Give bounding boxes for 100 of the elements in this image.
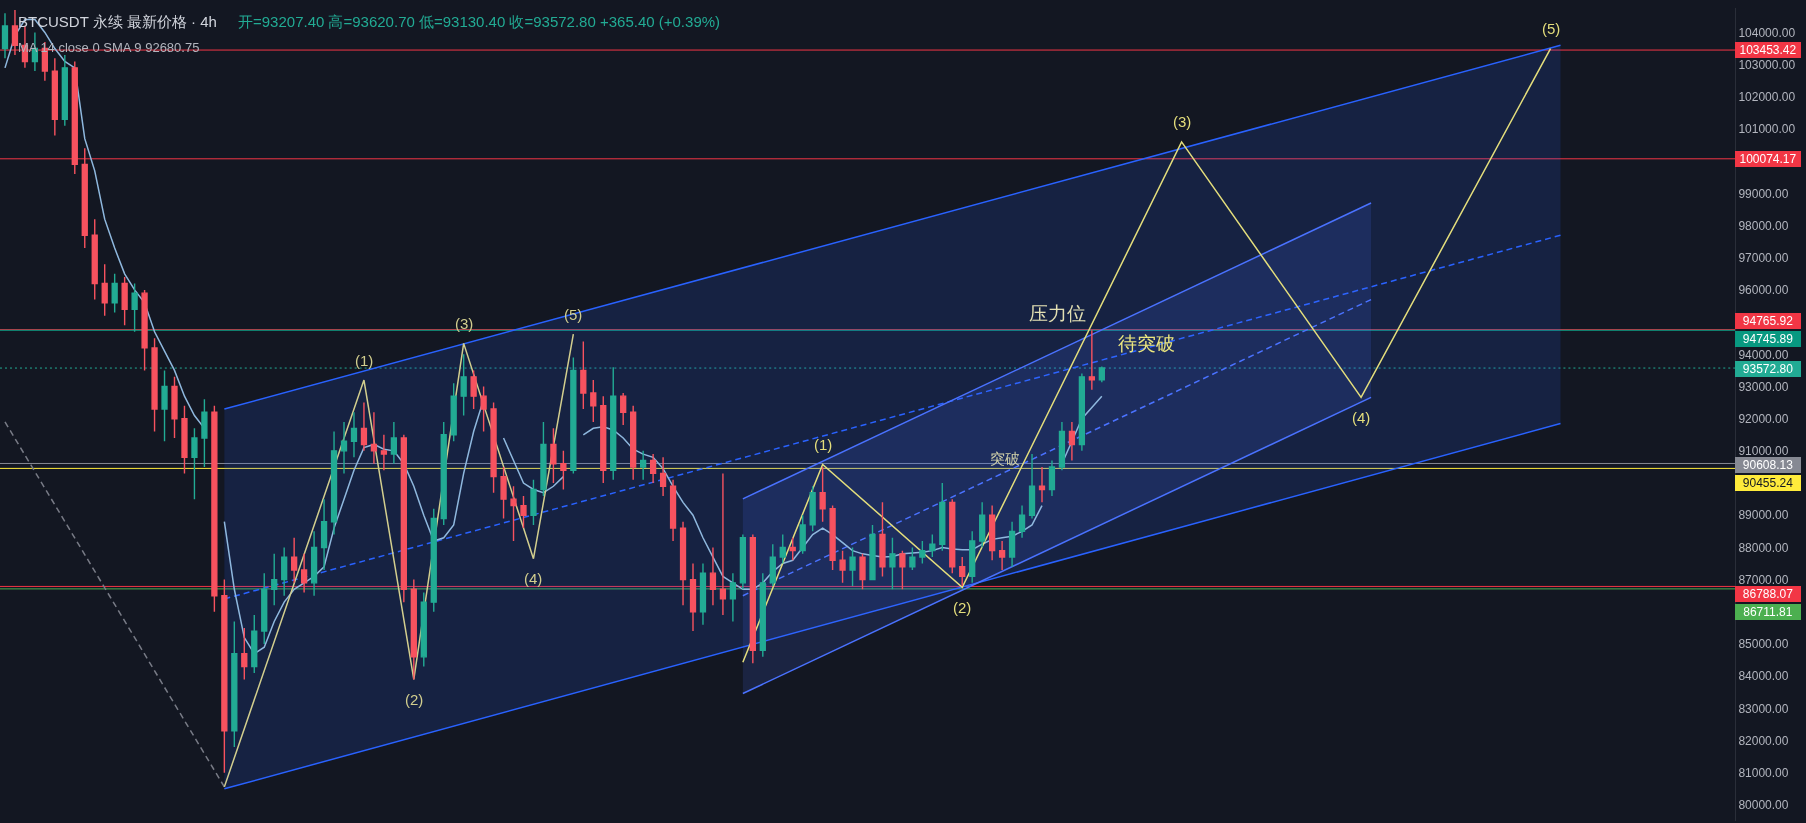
candlestick [350, 411, 358, 459]
annotation: (1) [355, 352, 374, 369]
candlestick [1038, 466, 1046, 504]
line-series [742, 47, 1552, 664]
annotation: (5) [1542, 20, 1561, 37]
annotation: (2) [953, 599, 972, 616]
candlestick [480, 385, 487, 433]
candlestick [340, 421, 348, 475]
y-tick-label: 102000.00 [1738, 90, 1796, 105]
candlestick [939, 482, 946, 552]
candlestick [181, 405, 188, 475]
ref-line-label: 94765.92 [1742, 314, 1794, 328]
candlestick [679, 520, 687, 607]
candlestick [300, 553, 308, 594]
ref-line-label: 90608.13 [1742, 458, 1794, 472]
y-tick-label: 81000.00 [1738, 765, 1789, 780]
candlestick [360, 401, 368, 452]
y-tick-label: 87000.00 [1738, 572, 1789, 587]
candlestick [759, 572, 766, 658]
candlestick [709, 546, 717, 607]
candlestick [131, 282, 138, 333]
candlestick [440, 421, 447, 526]
candlestick [659, 456, 667, 497]
candlestick [859, 553, 866, 590]
candlestick [291, 537, 298, 584]
chart-title: BTCUSDT 永续 最新价格 · 4h [18, 13, 217, 30]
chart-subtitle: 开=93207.40 高=93620.70 低=93130.40 收=93572.80 +365.40 (+0.39%) [238, 13, 721, 30]
candlestick [600, 395, 607, 484]
candlestick [1078, 372, 1086, 452]
ref-line-label: 103453.42 [1739, 43, 1797, 57]
candlestick [330, 430, 338, 536]
candlestick [699, 562, 707, 626]
y-tick-label: 101000.00 [1738, 122, 1796, 137]
candlestick [201, 398, 208, 468]
candlestick [1068, 421, 1076, 462]
candlestick [71, 60, 78, 175]
annotation: 待突破 [1118, 333, 1175, 354]
candlestick [1058, 421, 1066, 471]
candlestick [91, 218, 98, 301]
annotation: (4) [1352, 409, 1371, 426]
candlestick [11, 9, 19, 56]
candlestick [550, 427, 557, 484]
candlestick [390, 421, 398, 465]
candlestick [121, 276, 128, 327]
candlestick [171, 376, 178, 439]
y-tick-label: 99000.00 [1738, 186, 1789, 201]
candlestick [261, 572, 268, 645]
candlestick [979, 501, 986, 549]
ref-line-label: 93572.80 [1742, 362, 1794, 376]
candlestick [510, 485, 517, 542]
y-tick-label: 84000.00 [1738, 669, 1789, 684]
candlestick [929, 533, 936, 558]
candlestick [1008, 520, 1016, 568]
annotation: (1) [814, 436, 833, 453]
candlestick [430, 508, 437, 613]
candlestick [370, 411, 378, 465]
candlestick [799, 514, 806, 555]
candlestick [251, 614, 258, 674]
ref-line-label: 100074.17 [1739, 152, 1797, 166]
annotation: 压力位 [1029, 303, 1086, 324]
candlestick [310, 530, 318, 597]
annotation: 突破 [990, 450, 1020, 467]
candlestick [769, 543, 776, 587]
candlestick [81, 147, 88, 249]
y-tick-label: 91000.00 [1738, 444, 1789, 459]
candlestick [161, 369, 168, 442]
candlestick [141, 289, 148, 372]
candlestick [1088, 329, 1095, 391]
candlestick [530, 479, 537, 526]
candlestick [241, 627, 248, 681]
candlestick [191, 427, 198, 500]
candlestick [1, 12, 9, 59]
candlestick [829, 504, 836, 571]
candlestick [969, 530, 976, 584]
candlestick [869, 524, 876, 581]
candlestick [819, 466, 826, 523]
candlestick [320, 498, 328, 571]
candlestick [809, 485, 816, 533]
y-tick-label: 103000.00 [1738, 57, 1796, 72]
y-tick-label: 88000.00 [1738, 540, 1789, 555]
candlestick [151, 337, 158, 433]
ref-line-label: 86711.81 [1743, 605, 1793, 619]
candlestick [400, 434, 407, 603]
y-tick-label: 89000.00 [1738, 508, 1789, 523]
y-tick-label: 96000.00 [1738, 283, 1789, 298]
candlestick [899, 549, 906, 590]
y-tick-label: 93000.00 [1738, 379, 1789, 394]
y-tick-label: 92000.00 [1738, 411, 1789, 426]
candlestick [111, 273, 118, 314]
y-tick-label: 98000.00 [1738, 218, 1789, 233]
candlestick [849, 546, 856, 587]
candlestick [271, 553, 278, 607]
candlestick [470, 369, 477, 410]
candlestick [689, 562, 697, 632]
annotation: (4) [524, 570, 543, 587]
candlestick [879, 501, 886, 578]
ref-line-label: 94745.89 [1742, 332, 1794, 346]
candlestick [779, 533, 786, 565]
annotation: (3) [1173, 113, 1192, 130]
ref-line-label: 86788.07 [1742, 587, 1794, 601]
